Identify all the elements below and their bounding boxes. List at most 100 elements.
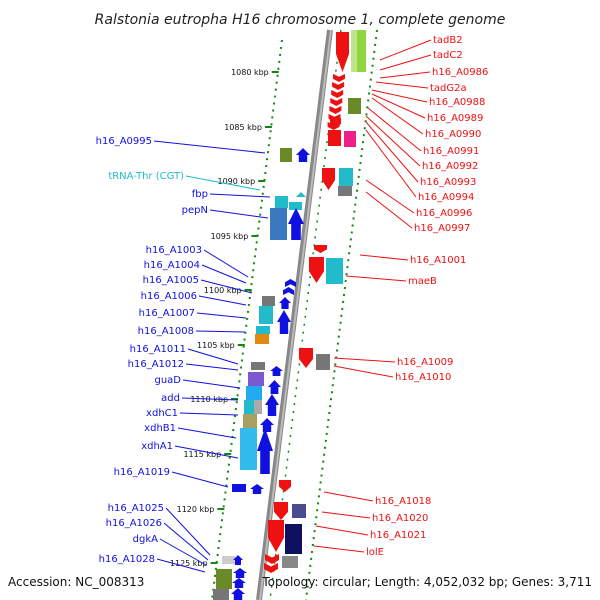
gene-label-h16-a0991[interactable]: h16_A0991 [423,146,479,157]
gene-label-h16-a0996[interactable]: h16_A0996 [416,208,472,219]
right-label-connector [371,89,428,103]
gene-label-h16-a1005[interactable]: h16_A1005 [143,275,199,286]
gene-block-cyan [259,306,273,324]
forward-gene-arrow [270,366,283,376]
kbp-tick-label: 1120 kbp [177,505,215,514]
gene-label-xdhb1[interactable]: xdhB1 [144,423,176,434]
reverse-gene-chevron [329,106,342,114]
left-label-connector [163,522,209,561]
reverse-gene-arrow [279,480,291,492]
right-label-connector [365,179,415,214]
gene-label-h16-a0995[interactable]: h16_A0995 [96,136,152,147]
gene-label-h16-a1001[interactable]: h16_A1001 [410,255,466,266]
gene-block-indigo [292,504,306,518]
forward-gene-arrow [260,418,274,432]
gene-label-h16-a0989[interactable]: h16_A0989 [427,113,483,124]
forward-gene-arrow [268,380,281,394]
gene-label-add[interactable]: add [161,393,180,404]
gene-block-cyan [275,196,288,208]
gene-block-navy [285,524,302,554]
gene-label-h16-a1025[interactable]: h16_A1025 [108,503,164,514]
left-label-connector [200,279,253,294]
kbp-tick-label: 1090 kbp [217,177,255,186]
gene-label-h16-a1012[interactable]: h16_A1012 [128,359,184,370]
gene-label-h16-a1004[interactable]: h16_A1004 [144,260,200,271]
left-label-connector [201,264,247,284]
left-label-connector [209,193,271,198]
right-label-connector [365,121,419,183]
left-label-connector [187,348,239,365]
gene-label-h16-a0986[interactable]: h16_A0986 [432,67,488,78]
gene-features [213,30,366,600]
gene-label-h16-a1010[interactable]: h16_A1010 [395,372,451,383]
gene-block-steel [270,208,287,240]
gene-label-tadg2a[interactable]: tadG2a [430,83,467,94]
gene-label-h16-a1007[interactable]: h16_A1007 [139,308,195,319]
forward-gene-arrow [265,394,279,416]
forward-gene-chevron [285,279,296,287]
left-label-connector [177,427,237,439]
gene-label-h16-a0992[interactable]: h16_A0992 [422,161,478,172]
reverse-gene-arrow [274,502,288,520]
gene-label-h16-a1020[interactable]: h16_A1020 [372,513,428,524]
gene-block-green [357,30,366,72]
gene-block-gray [338,186,352,196]
backbone-highlight [259,29,332,600]
outer-right-guide [305,29,378,600]
right-label-connector [359,254,409,261]
gene-label-h16-a0994[interactable]: h16_A0994 [418,192,474,203]
left-label-connector [196,312,247,319]
kbp-tick-label: 1080 kbp [231,68,269,77]
reverse-gene-arrow [299,348,313,368]
gene-block-magenta [344,131,356,147]
gene-label-h16-a1011[interactable]: h16_A1011 [130,344,186,355]
forward-gene-arrow [231,588,245,600]
gene-label-h16-a1009[interactable]: h16_A1009 [397,357,453,368]
gene-label-pepn[interactable]: pepN [182,205,208,216]
forward-gene-chevron [283,287,294,295]
gene-label-h16-a0988[interactable]: h16_A0988 [429,97,485,108]
gene-label-guad[interactable]: guaD [154,375,181,386]
right-label-connector [375,81,429,89]
forward-gene-arrow [277,310,291,334]
gene-label-h16-a1028[interactable]: h16_A1028 [99,554,155,565]
right-label-connector [321,511,371,519]
gene-label-h16-a1021[interactable]: h16_A1021 [370,530,426,541]
gene-label-h16-a1026[interactable]: h16_A1026 [106,518,162,529]
kbp-tick-label: 1085 kbp [224,123,262,132]
reverse-gene-chevron [264,563,278,573]
gene-label-tadb2[interactable]: tadB2 [433,35,463,46]
gene-label-xdha1[interactable]: xdhA1 [141,441,173,452]
right-label-connector [379,54,432,71]
left-label-connector [203,249,249,278]
left-label-connector [181,397,239,401]
gene-label-h16-a1006[interactable]: h16_A1006 [141,291,197,302]
gene-label-maeb[interactable]: maeB [408,276,437,287]
left-label-connector [174,445,239,459]
kbp-tick-label: 1100 kbp [204,286,242,295]
gene-label-dgka[interactable]: dgkA [133,534,158,545]
gene-label-h16-a1008[interactable]: h16_A1008 [138,326,194,337]
left-strand-guide [211,39,283,600]
gene-label-h16-a1019[interactable]: h16_A1019 [114,467,170,478]
reverse-gene-arrow [336,32,349,72]
left-label-connector [182,379,241,389]
left-label-connector [179,412,239,416]
right-label-connector [333,365,394,378]
gene-block-olive [280,148,292,162]
map-title: Ralstonia eutropha H16 chromosome 1, com… [95,12,506,28]
right-label-connector [323,491,374,502]
gene-label-fbp[interactable]: fbp [192,189,208,200]
reverse-gene-chevron [330,118,341,128]
gene-label-lole[interactable]: lolE [366,547,384,558]
gene-label-h16-a0993[interactable]: h16_A0993 [420,177,476,188]
right-label-connector [315,525,369,536]
gene-label-h16-a0997[interactable]: h16_A0997 [414,223,470,234]
gene-label-tadc2[interactable]: tadC2 [433,50,463,61]
gene-label-xdhc1[interactable]: xdhC1 [146,408,178,419]
gene-label-h16-a1003[interactable]: h16_A1003 [146,245,202,256]
gene-label-trna-thr-cgt-[interactable]: tRNA-Thr (CGT) [108,171,184,182]
gene-label-h16-a1018[interactable]: h16_A1018 [375,496,431,507]
forward-gene-arrow [232,578,246,588]
gene-label-h16-a0990[interactable]: h16_A0990 [425,129,481,140]
